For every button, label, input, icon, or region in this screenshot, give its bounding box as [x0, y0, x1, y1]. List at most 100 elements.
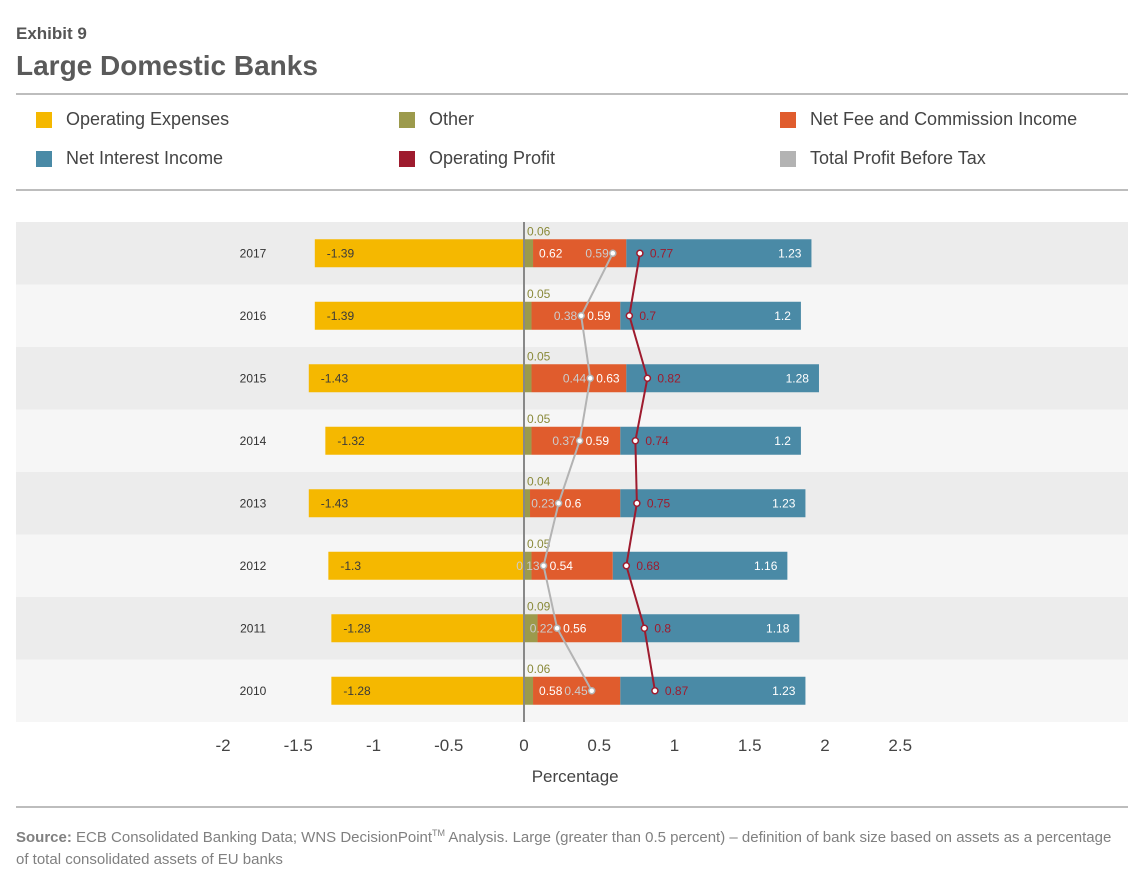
bar-net-interest-2016: [620, 301, 801, 330]
legend-label-operating-expenses: Operating Expenses: [66, 109, 230, 129]
legend-item-other: Other: [399, 109, 474, 130]
label-net-interest-2015: 1.28: [786, 371, 810, 385]
legend-label-net-fee: Net Fee and Commission Income: [810, 109, 1078, 129]
label-operating-profit-2014: 0.74: [645, 434, 669, 448]
bar-other-2011: [524, 614, 538, 643]
label-net-fee-2014: 0.59: [586, 434, 610, 448]
x-tick-1: 1: [670, 736, 679, 755]
label-net-interest-2014: 1.2: [774, 434, 791, 448]
point-operating-profit-2011: [640, 624, 649, 632]
point-total-profit-2016: [577, 312, 585, 320]
year-label-2013: 2013: [240, 496, 267, 510]
x-tick--1.5: -1.5: [284, 736, 313, 755]
bar-net-interest-2013: [620, 489, 806, 518]
label-other-2016: 0.05: [527, 287, 551, 301]
x-tick-2: 2: [820, 736, 829, 755]
year-label-2015: 2015: [240, 371, 267, 385]
source-rest: Analysis. Large (greater than 0.5 percen…: [16, 829, 1112, 868]
top-divider: [16, 93, 1128, 95]
label-net-interest-2017: 1.23: [778, 246, 802, 260]
year-label-2012: 2012: [240, 559, 267, 573]
label-net-fee-2011: 0.56: [563, 621, 587, 635]
bar-net-fee-2011: [537, 614, 622, 643]
legend-swatch-other: [399, 111, 415, 128]
label-other-2011: 0.09: [527, 599, 551, 613]
source-text: ECB Consolidated Banking Data; WNS Decis…: [76, 829, 433, 846]
x-tick-0: 0: [519, 736, 528, 755]
year-label-2010: 2010: [240, 684, 267, 698]
label-operating-profit-2017: 0.77: [650, 246, 674, 260]
label-operating-expenses-2012: -1.3: [340, 559, 361, 573]
bar-other-2010: [524, 676, 534, 705]
bar-operating-expenses-2013: [308, 489, 524, 518]
label-operating-expenses-2011: -1.28: [343, 621, 371, 635]
bar-net-fee-2010: [533, 676, 621, 705]
x-tick-0.5: 0.5: [587, 736, 611, 755]
exhibit-label: Exhibit 9: [16, 24, 87, 43]
bar-operating-expenses-2010: [331, 676, 524, 705]
point-operating-profit-2013: [633, 499, 641, 507]
point-total-profit-2017: [609, 249, 617, 257]
bar-net-interest-2014: [620, 426, 801, 455]
legend-label-net-interest: Net Interest Income: [66, 148, 224, 168]
legend-label-other: Other: [429, 109, 475, 129]
label-net-fee-2012: 0.54: [550, 559, 574, 573]
bar-operating-expenses-2016: [314, 301, 524, 330]
label-other-2012: 0.05: [527, 537, 551, 551]
legend-swatch-total-profit: [780, 150, 796, 167]
label-operating-expenses-2016: -1.39: [327, 309, 355, 323]
legend-item-operating-profit: Operating Profit: [399, 148, 555, 169]
label-operating-expenses-2013: -1.43: [321, 496, 349, 510]
label-operating-profit-2016: 0.7: [639, 309, 656, 323]
legend-swatch-operating-expenses: [36, 111, 52, 128]
label-net-interest-2013: 1.23: [772, 496, 796, 510]
label-total-profit-2011: 0.22: [530, 621, 554, 635]
bar-operating-expenses-2015: [308, 364, 524, 393]
line-operating-profit: [625, 253, 656, 691]
bar-other-2013: [524, 489, 531, 518]
label-total-profit-2012: 0.13: [516, 559, 540, 573]
trademark: TM: [432, 828, 446, 838]
label-total-profit-2010: 0.45: [564, 684, 588, 698]
line-total-profit: [542, 252, 614, 692]
label-operating-expenses-2010: -1.28: [343, 684, 371, 698]
bar-net-fee-2013: [530, 489, 621, 518]
bar-operating-expenses-2014: [325, 426, 524, 455]
bar-operating-expenses-2012: [328, 551, 524, 580]
label-operating-expenses-2014: -1.32: [337, 434, 365, 448]
point-operating-profit-2012: [622, 562, 631, 570]
label-operating-expenses-2015: -1.43: [321, 371, 349, 385]
label-total-profit-2015: 0.44: [563, 371, 587, 385]
label-operating-expenses-2017: -1.39: [327, 246, 355, 260]
bar-other-2012: [524, 551, 532, 580]
legend-label-operating-profit: Operating Profit: [429, 148, 556, 168]
bar-other-2015: [524, 364, 532, 393]
point-operating-profit-2014: [631, 437, 640, 445]
label-other-2013: 0.04: [527, 474, 551, 488]
point-total-profit-2010: [587, 687, 596, 695]
label-net-interest-2010: 1.23: [772, 684, 796, 698]
label-total-profit-2017: 0.59: [585, 246, 609, 260]
label-total-profit-2016: 0.38: [554, 309, 578, 323]
year-label-2011: 2011: [240, 621, 266, 635]
bar-other-2016: [524, 301, 532, 330]
source-note: Source: ECB Consolidated Banking Data; W…: [16, 822, 1126, 871]
point-operating-profit-2016: [625, 312, 634, 320]
year-label-2014: 2014: [240, 434, 267, 448]
legend-swatch-operating-profit: [399, 150, 415, 167]
legend-item-net-interest: Net Interest Income: [36, 148, 223, 169]
point-operating-profit-2017: [636, 249, 644, 257]
year-label-2017: 2017: [240, 246, 267, 260]
legend-swatch-net-interest: [36, 150, 52, 167]
bar-net-interest-2010: [620, 676, 806, 705]
bar-operating-expenses-2017: [314, 239, 524, 268]
legend-item-operating-expenses: Operating Expenses: [36, 109, 229, 130]
bar-net-fee-2016: [531, 301, 621, 330]
label-net-fee-2015: 0.63: [596, 371, 620, 385]
label-operating-profit-2010: 0.87: [665, 684, 689, 698]
year-label-2016: 2016: [240, 309, 267, 323]
point-total-profit-2012: [539, 562, 548, 570]
point-operating-profit-2015: [643, 374, 652, 382]
point-operating-profit-2010: [651, 687, 659, 695]
